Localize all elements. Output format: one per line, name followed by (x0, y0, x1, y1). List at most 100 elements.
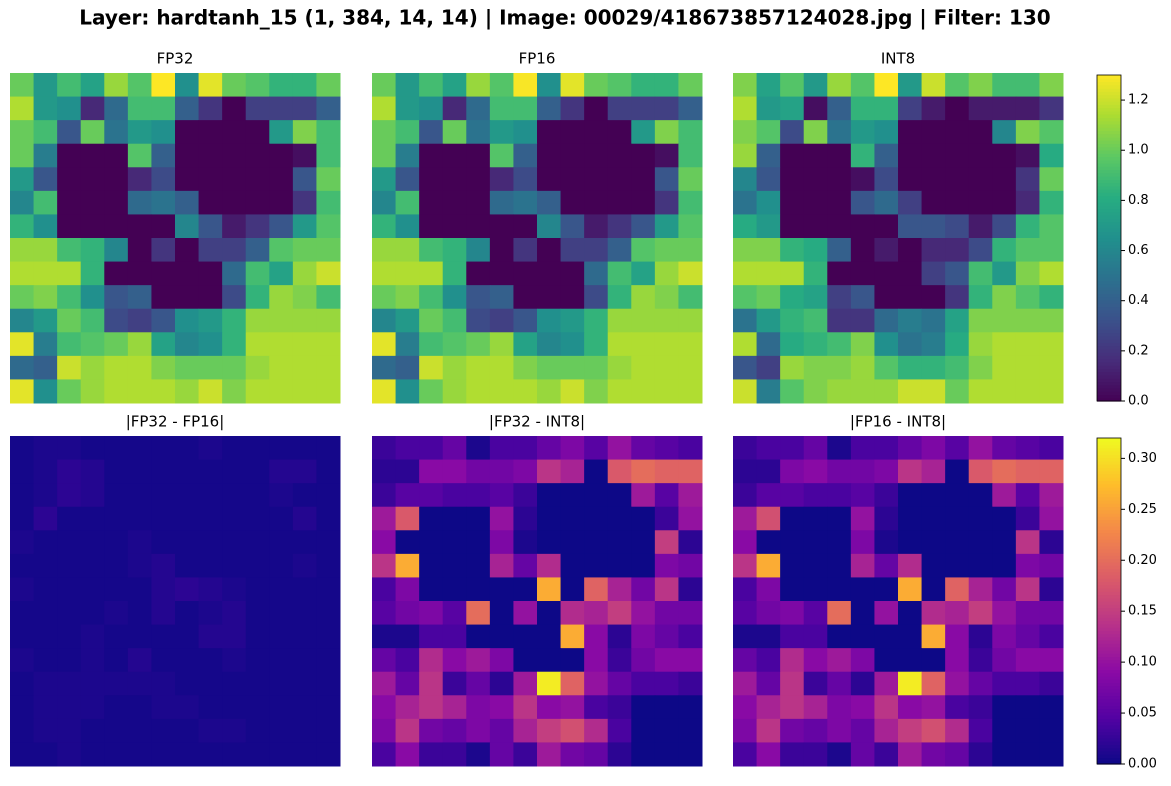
heatmap-cell (513, 671, 538, 696)
heatmap-cell (898, 459, 923, 484)
heatmap-cell (654, 120, 679, 145)
heatmap-cell (780, 718, 805, 743)
heatmap-cell (584, 695, 609, 720)
heatmap-cell (269, 238, 294, 263)
heatmap-cell (419, 73, 444, 98)
heatmap-cell (780, 671, 805, 696)
heatmap-cell (945, 718, 970, 743)
colorbar-strip (1097, 365, 1121, 369)
heatmap-cell (292, 355, 317, 380)
heatmap-cell (733, 238, 758, 263)
heatmap-cell (395, 143, 420, 168)
colorbar-strip (1097, 568, 1121, 573)
heatmap-cell (513, 355, 538, 380)
colorbar-strip (1097, 208, 1121, 213)
heatmap-cell (827, 238, 852, 263)
heatmap-cell (631, 742, 656, 767)
colorbar-strip (1097, 561, 1121, 566)
heatmap-cell (584, 332, 609, 357)
heatmap-cell (607, 506, 632, 531)
heatmap-cell (756, 214, 781, 239)
heatmap-cell (803, 506, 828, 531)
heatmap-cell (513, 238, 538, 263)
heatmap-cell (803, 671, 828, 696)
colorbar-strip (1097, 172, 1121, 177)
heatmap-cell (175, 238, 200, 263)
heatmap-cell (57, 120, 82, 145)
heatmap-cell (198, 624, 223, 649)
heatmap-cell (513, 190, 538, 215)
heatmap-cell (945, 742, 970, 767)
heatmap-cell (733, 577, 758, 602)
colorbar-strip (1097, 623, 1121, 628)
colorbar-strip (1097, 702, 1121, 706)
heatmap-cell (874, 167, 899, 192)
heatmap-cell (968, 436, 993, 461)
colorbar-strip (1097, 451, 1121, 455)
heatmap-cell (489, 718, 514, 743)
heatmap-cell (992, 120, 1017, 145)
heatmap-cell (222, 601, 247, 626)
colorbar-strip (1097, 526, 1121, 530)
heatmap-cell (442, 238, 467, 263)
heatmap-cell (803, 459, 828, 484)
heatmap-cell (607, 308, 632, 333)
heatmap-cell (874, 459, 899, 484)
heatmap-cell (292, 648, 317, 673)
heatmap-cell (466, 190, 491, 215)
heatmap-cell (80, 601, 105, 626)
heatmap-cell (127, 648, 152, 673)
colorbar-strip (1097, 244, 1121, 249)
heatmap-cell (442, 624, 467, 649)
heatmap-cell (921, 695, 946, 720)
heatmap-cell (733, 120, 758, 145)
heatmap-cell (80, 143, 105, 168)
heatmap-cell (395, 120, 420, 145)
heatmap-cell (151, 167, 176, 192)
heatmap-cell (560, 261, 585, 286)
colorbar-strip (1097, 391, 1121, 396)
colorbar-strip (1097, 555, 1121, 560)
heatmap-cell (513, 695, 538, 720)
heatmap-cell (292, 214, 317, 239)
colorbar-strip (1097, 519, 1121, 524)
colorbar-strip (1097, 254, 1121, 259)
heatmap-cell (898, 238, 923, 263)
heatmap-cell (780, 436, 805, 461)
colorbar-strip (1097, 371, 1121, 376)
heatmap-cell (57, 436, 82, 461)
heatmap-cell (245, 73, 270, 98)
heatmap-cell (803, 120, 828, 145)
heatmap-cell (584, 648, 609, 673)
colorbar-strip (1097, 679, 1121, 684)
heatmap-cell (489, 530, 514, 555)
heatmap-cell (874, 214, 899, 239)
heatmap-cell (489, 379, 514, 404)
heatmap-cell (560, 73, 585, 98)
heatmap-cell (607, 483, 632, 508)
heatmap-cell (560, 214, 585, 239)
heatmap-cell (803, 648, 828, 673)
heatmap-cell (372, 718, 397, 743)
heatmap-cell (654, 506, 679, 531)
heatmap-cell (489, 332, 514, 357)
colorbar-tick-label: 0.20 (1128, 553, 1157, 568)
heatmap-cell (1015, 190, 1040, 215)
heatmap-cell (127, 718, 152, 743)
heatmap-cell (269, 436, 294, 461)
heatmap-cell (127, 261, 152, 286)
heatmap-cell (269, 120, 294, 145)
heatmap-cell (442, 483, 467, 508)
heatmap-cell (945, 238, 970, 263)
heatmap-cell (127, 355, 152, 380)
heatmap-cell (874, 601, 899, 626)
heatmap-cell (316, 120, 341, 145)
heatmap-cell (222, 261, 247, 286)
heatmap-cell (33, 553, 58, 578)
heatmap-cell (395, 308, 420, 333)
heatmap-cell (584, 143, 609, 168)
heatmap-cell (269, 96, 294, 121)
heatmap-cell (33, 671, 58, 696)
colorbar-strip (1097, 234, 1121, 239)
heatmap-cell (898, 718, 923, 743)
